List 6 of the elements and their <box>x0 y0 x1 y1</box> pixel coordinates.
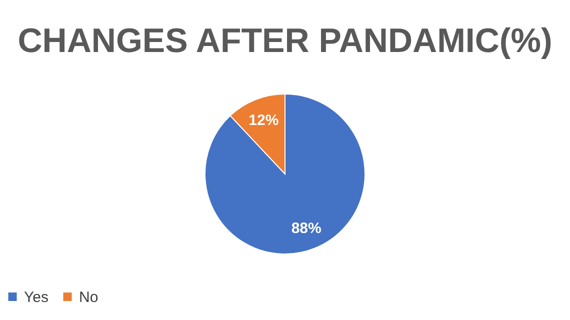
pie-slice <box>204 94 366 254</box>
legend-label: Yes <box>24 288 48 306</box>
data-label: 12% <box>248 112 279 130</box>
legend-label: No <box>79 288 98 306</box>
data-label: 88% <box>291 220 322 237</box>
chart-title: CHANGES AFTER PANDAMIC(%) <box>18 22 552 60</box>
